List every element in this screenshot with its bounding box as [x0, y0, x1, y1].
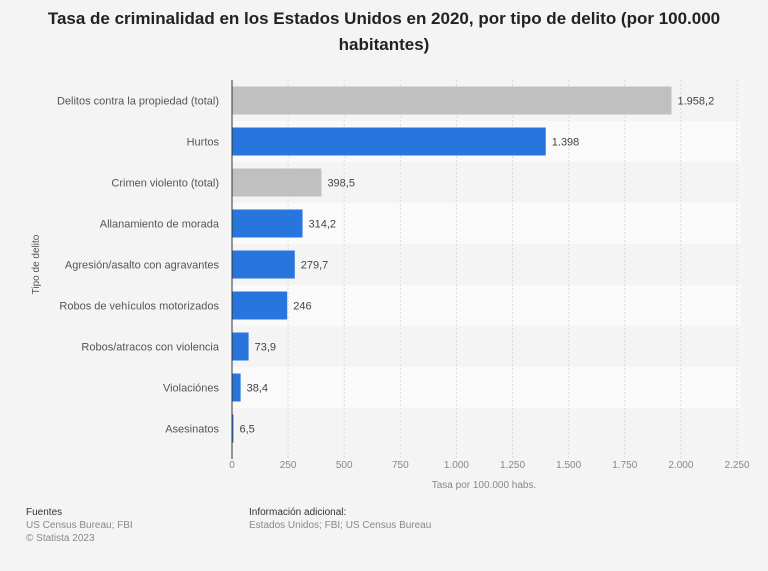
x-tick-label: 2.000: [668, 460, 693, 471]
chart-title: Tasa de criminalidad en los Estados Unid…: [47, 9, 721, 54]
data-label: 6,5: [239, 424, 254, 436]
category-label: Allanamiento de morada: [100, 219, 220, 231]
x-tick-label: 0: [229, 460, 235, 471]
category-label: Agresión/asalto con agravantes: [65, 260, 220, 272]
bar: [232, 86, 672, 115]
data-label: 398,5: [327, 178, 355, 190]
bar: [232, 414, 234, 443]
x-tick-label: 1.000: [444, 460, 469, 471]
bar: [232, 291, 288, 320]
x-tick-label: 750: [392, 460, 409, 471]
bar: [232, 373, 241, 402]
row-band: [232, 203, 741, 244]
category-label: Delitos contra la propiedad (total): [57, 96, 219, 108]
category-label: Asesinatos: [165, 424, 219, 436]
data-label: 38,4: [247, 383, 268, 395]
data-label: 279,7: [301, 260, 329, 272]
category-label: Hurtos: [187, 137, 220, 149]
data-label: 314,2: [309, 219, 337, 231]
bar: [232, 127, 546, 156]
category-label: Violaciónes: [163, 383, 220, 395]
bar: [232, 250, 295, 279]
sources-text: US Census Bureau; FBI: [26, 520, 133, 531]
data-label: 1.398: [552, 137, 580, 149]
data-label: 1.958,2: [678, 96, 715, 108]
category-label: Robos/atracos con violencia: [81, 342, 219, 354]
sources-block: Fuentes US Census Bureau; FBI © Statista…: [26, 506, 133, 545]
bar: [232, 168, 322, 197]
x-tick-label: 1.250: [500, 460, 525, 471]
data-label: 73,9: [255, 342, 276, 354]
row-band: [232, 367, 741, 408]
x-tick-label: 1.750: [612, 460, 637, 471]
y-axis-title: Tipo de delito: [31, 234, 42, 294]
bar: [232, 209, 303, 238]
info-text: Estados Unidos; FBI; US Census Bureau: [249, 520, 432, 531]
bar: [232, 332, 249, 361]
info-block: Información adicional: Estados Unidos; F…: [249, 506, 431, 532]
x-tick-label: 500: [336, 460, 353, 471]
copyright: © Statista 2023: [26, 533, 95, 544]
category-label: Robos de vehículos motorizados: [59, 301, 219, 313]
x-tick-label: 250: [280, 460, 297, 471]
info-heading: Información adicional:: [249, 507, 347, 518]
data-label: 246: [293, 301, 311, 313]
x-axis-title: Tasa por 100.000 habs.: [432, 480, 537, 491]
category-label: Crimen violento (total): [111, 178, 219, 190]
row-band: [232, 285, 741, 326]
x-tick-label: 2.250: [724, 460, 749, 471]
sources-heading: Fuentes: [26, 507, 63, 518]
x-tick-label: 1.500: [556, 460, 581, 471]
